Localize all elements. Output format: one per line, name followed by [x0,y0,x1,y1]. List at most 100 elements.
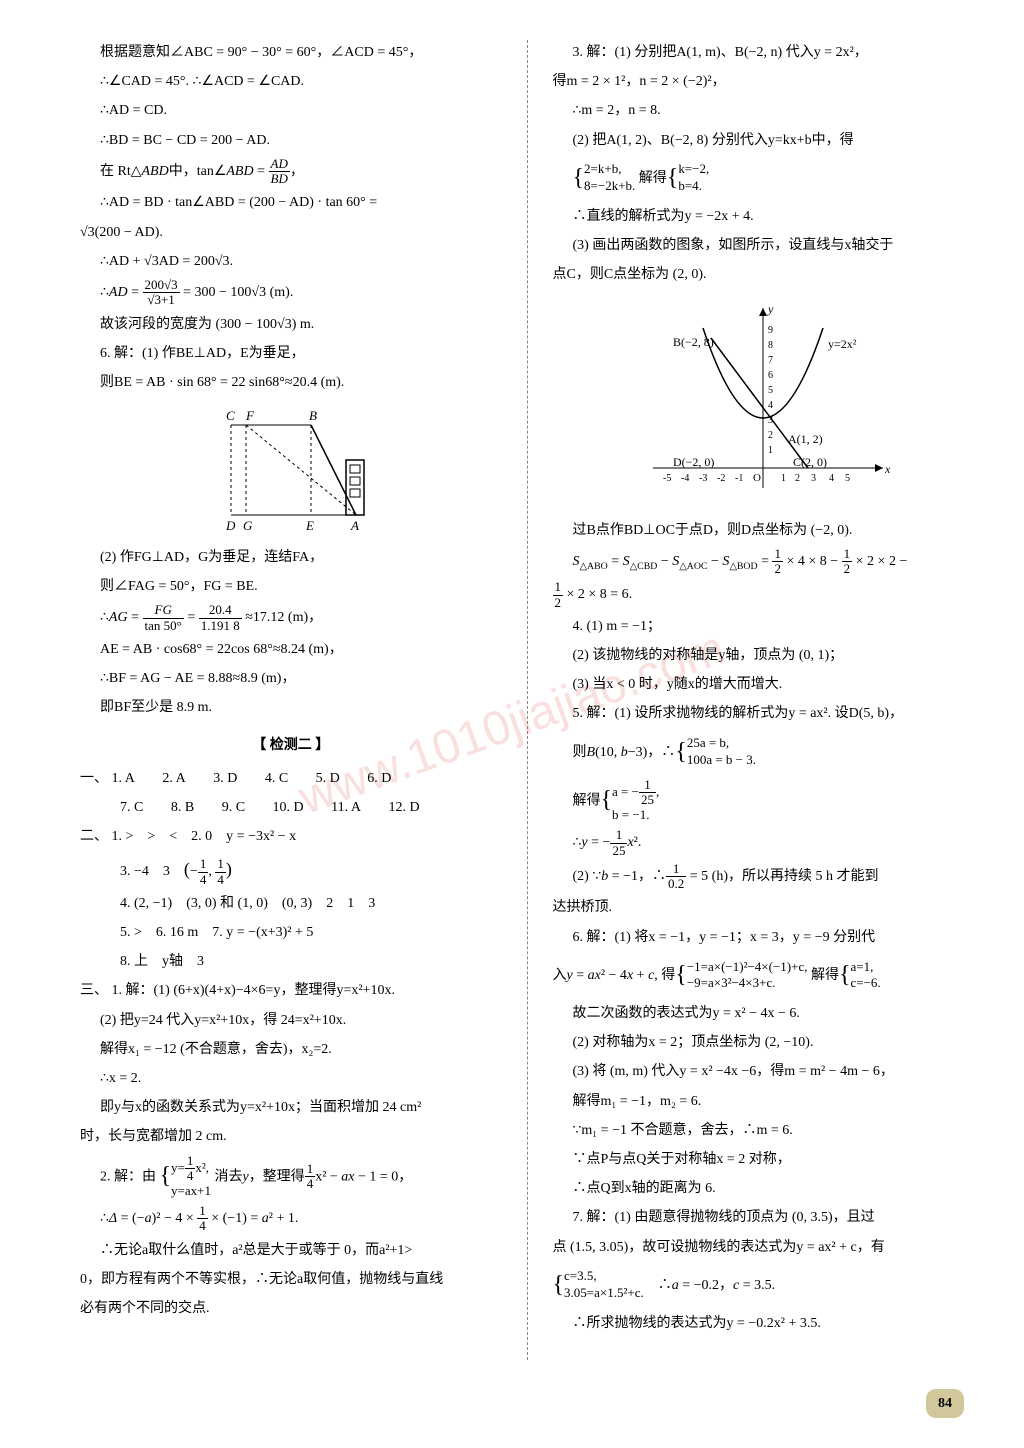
text-line: 达拱桥顶. [553,895,975,920]
text-line: 7. 解：(1) 由题意得抛物线的顶点为 (0, 3.5)，且过 [553,1205,975,1230]
text-line: ∴AD = CD. [80,98,502,123]
svg-text:5: 5 [768,385,773,396]
text-line: S△ABO = S△CBD − S△AOC − S△BOD = 12 × 4 ×… [553,547,975,577]
svg-text:1: 1 [768,445,773,456]
ans: 6. D [367,766,391,791]
text-line: 解得x₁ = −12 (不合题意，舍去)，x₂=2. [80,1037,502,1062]
ans-line: 1. > > < 2. 0 y = −3x² − x [112,829,297,844]
ans-line: 4. (2, −1) (3, 0) 和 (1, 0) (0, 3) 2 1 3 [80,891,502,916]
section-prefix: 二、 [80,829,108,844]
text-line: ∴直线的解析式为y = −2x + 4. [553,204,975,229]
coordinate-graph: x y y=2x² B(−2, 8) A(1, 2) C(2, 0) D(−2,… [633,298,893,508]
text-line: 点C，则C点坐标为 (2, 0). [553,262,975,287]
ans-line: 1. 解：(1) (6+x)(4+x)−4×6=y，整理得y=x²+10x. [112,983,395,998]
text-line: ∴AD = 200√3√3+1 = 300 − 100√3 (m). [80,278,502,308]
text-line: (2) ∵b = −1，∴10.2 = 5 (h)，所以再持续 5 h 才能到 [553,862,975,892]
text-line: 点 (1.5, 3.05)，故可设抛物线的表达式为y = ax² + c，有 [553,1235,975,1260]
svg-text:y=2x²: y=2x² [828,337,857,351]
text-line: 则B(10, b−3)，∴{25a = b,100a = b − 3. [553,731,975,774]
text-line: 4. (1) m = −1； [553,614,975,639]
text-line: 2. 解：由 {y=14x²,y=ax+1 消去y，整理得14x² − ax −… [80,1154,502,1200]
section-prefix: 一、 [80,771,108,786]
answer-section-3: 三、 1. 解：(1) (6+x)(4+x)−4×6=y，整理得y=x²+10x… [80,978,502,1003]
svg-text:B: B [309,408,317,423]
svg-text:2: 2 [795,473,800,484]
svg-text:5: 5 [845,473,850,484]
svg-text:2: 2 [768,430,773,441]
text-line: 0，即方程有两个不等实根，∴无论a取何值，抛物线与直线 [80,1267,502,1292]
ans: 8. B [171,795,194,820]
text-line: 即BF至少是 8.9 m. [80,695,502,720]
svg-text:E: E [305,518,314,533]
text-line: ∴AD = BD · tan∠ABD = (200 − AD) · tan 60… [80,190,502,215]
text-line: 5. 解：(1) 设所求抛物线的解析式为y = ax². 设D(5, b)， [553,701,975,726]
text-line: ∴x = 2. [80,1066,502,1091]
text-line: ∴BD = BC − CD = 200 − AD. [80,128,502,153]
svg-text:B(−2, 8): B(−2, 8) [673,335,714,349]
text-line: 必有两个不同的交点. [80,1296,502,1321]
text-line: ∴Δ = (−a)² − 4 × 14 × (−1) = a² + 1. [80,1204,502,1234]
ans: 1. A [112,766,135,791]
svg-text:-4: -4 [681,473,689,484]
svg-text:O: O [753,472,761,484]
text-line: ∴AG = FGtan 50° = 20.41.191 8 ≈17.12 (m)… [80,603,502,633]
geometry-diagram: C F B D G E A [191,405,391,535]
answer-section-1: 一、 1. A 2. A 3. D 4. C 5. D 6. D [80,766,502,791]
text-line: ∴AD + √3AD = 200√3. [80,249,502,274]
svg-text:C: C [226,408,235,423]
svg-text:9: 9 [768,325,773,336]
text-line: {c=3.5,3.05=a×1.5²+c. ∴a = −0.2，c = 3.5. [553,1264,975,1307]
ans-line: 3. −4 3 (−14, 14) [80,853,502,887]
text-line: (2) 该抛物线的对称轴是y轴，顶点为 (0, 1)； [553,643,975,668]
ans: 9. C [222,795,245,820]
right-column: 3. 解：(1) 分别把A(1, m)、B(−2, n) 代入y = 2x²， … [553,40,975,1408]
svg-text:3: 3 [768,415,773,426]
ans: 10. D [273,795,304,820]
text-line: ∴m = 2，n = 8. [553,98,975,123]
text-line: 时，长与宽都增加 2 cm. [80,1124,502,1149]
text-line: ∴无论a取什么值时，a²总是大于或等于 0，而a²+1> [80,1238,502,1263]
text-line: ∴y = −125x². [553,828,975,858]
text-line: 解得{a = −125,b = −1. [553,778,975,824]
ans-line: 8. 上 y轴 3 [80,949,502,974]
left-column: 根据题意知∠ABC = 90° − 30° = 60°，∠ACD = 45°， … [80,40,502,1408]
text-line: (2) 对称轴为x = 2；顶点坐标为 (2, −10). [553,1030,975,1055]
svg-text:7: 7 [768,355,773,366]
section-title: 【 检测二 】 [80,733,502,758]
text-line: 故该河段的宽度为 (300 − 100√3) m. [80,312,502,337]
text-line: (2) 作FG⊥AD，G为垂足，连结FA， [80,545,502,570]
svg-text:4: 4 [829,473,834,484]
text-line: 根据题意知∠ABC = 90° − 30° = 60°，∠ACD = 45°， [80,40,502,65]
ans: 2. A [162,766,185,791]
text-line: 即y与x的函数关系式为y=x²+10x；当面积增加 24 cm² [80,1095,502,1120]
svg-text:C(2, 0): C(2, 0) [793,455,827,469]
text-line: 过B点作BD⊥OC于点D，则D点坐标为 (−2, 0). [553,518,975,543]
text-line: 3. 解：(1) 分别把A(1, m)、B(−2, n) 代入y = 2x²， [553,40,975,65]
ans: 5. D [316,766,340,791]
svg-text:G: G [243,518,253,533]
svg-text:x: x [884,462,891,476]
answer-row: 7. C 8. B 9. C 10. D 11. A 12. D [80,795,502,820]
ans: 12. D [388,795,419,820]
ans: 3. D [213,766,237,791]
text-line: (3) 画出两函数的图象，如图所示，设直线与x轴交于 [553,233,975,258]
svg-text:D(−2, 0): D(−2, 0) [673,455,714,469]
svg-text:-5: -5 [663,473,671,484]
text-line: 6. 解：(1) 将x = −1，y = −1；x = 3，y = −9 分别代 [553,925,975,950]
svg-text:1: 1 [781,473,786,484]
text-line: ∵点P与点Q关于对称轴x = 2 对称， [553,1147,975,1172]
svg-text:A(1, 2): A(1, 2) [788,432,823,446]
text-line: 入y = ax² − 4x + c, 得{−1=a×(−1)²−4×(−1)+c… [553,954,975,997]
text-line: ∴BF = AG − AE = 8.88≈8.9 (m)， [80,666,502,691]
svg-text:8: 8 [768,340,773,351]
text-line: 则BE = AB · sin 68° = 22 sin68°≈20.4 (m). [80,370,502,395]
svg-text:3: 3 [811,473,816,484]
svg-text:-1: -1 [735,473,743,484]
text-line: ∴点Q到x轴的距离为 6. [553,1176,975,1201]
svg-text:A: A [350,518,359,533]
section-prefix: 三、 [80,983,108,998]
text-line: √3(200 − AD). [80,220,502,245]
svg-text:D: D [225,518,236,533]
ans-line: 5. > 6. 16 m 7. y = −(x+3)² + 5 [80,920,502,945]
text-line: AE = AB · cos68° = 22cos 68°≈8.24 (m)， [80,637,502,662]
